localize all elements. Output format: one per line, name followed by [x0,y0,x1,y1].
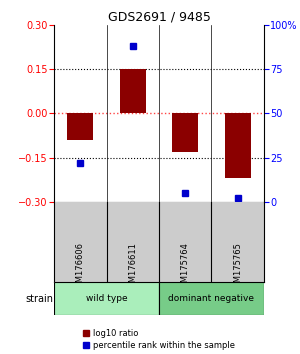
Bar [67,113,93,140]
Text: dominant negative: dominant negative [169,294,254,303]
Bar [159,282,264,315]
Text: GSM175764: GSM175764 [181,242,190,293]
Title: GDS2691 / 9485: GDS2691 / 9485 [108,11,210,24]
Text: strain: strain [25,293,53,304]
Text: GSM176611: GSM176611 [128,242,137,293]
Text: GSM176606: GSM176606 [76,242,85,293]
Legend: log10 ratio, percentile rank within the sample: log10 ratio, percentile rank within the … [83,329,235,350]
Text: GSM175765: GSM175765 [233,242,242,293]
Text: wild type: wild type [86,294,127,303]
Bar [172,113,198,152]
Bar [120,69,146,113]
Bar [225,113,251,178]
Bar [54,282,159,315]
